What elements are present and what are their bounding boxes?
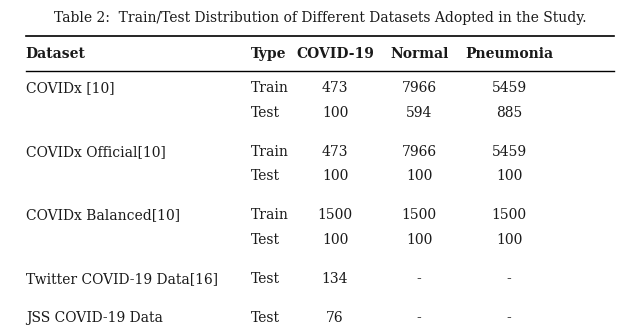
Text: -: - (417, 311, 422, 325)
Text: 594: 594 (406, 106, 432, 120)
Text: COVIDx Official[10]: COVIDx Official[10] (26, 145, 166, 159)
Text: Train: Train (251, 81, 289, 95)
Text: Test: Test (251, 106, 280, 120)
Text: 473: 473 (322, 81, 348, 95)
Text: 7966: 7966 (401, 81, 436, 95)
Text: Test: Test (251, 272, 280, 286)
Text: 5459: 5459 (492, 81, 527, 95)
Text: 7966: 7966 (401, 145, 436, 159)
Text: Table 2:  Train/Test Distribution of Different Datasets Adopted in the Study.: Table 2: Train/Test Distribution of Diff… (54, 11, 586, 25)
Text: 76: 76 (326, 311, 344, 325)
Text: 885: 885 (496, 106, 522, 120)
Text: Twitter COVID-19 Data[16]: Twitter COVID-19 Data[16] (26, 272, 218, 286)
Text: Train: Train (251, 145, 289, 159)
Text: COVID-19: COVID-19 (296, 47, 374, 61)
Text: 1500: 1500 (492, 208, 527, 222)
Text: Test: Test (251, 311, 280, 325)
Text: 100: 100 (406, 170, 432, 184)
Text: Pneumonia: Pneumonia (465, 47, 554, 61)
Text: 134: 134 (322, 272, 348, 286)
Text: 1500: 1500 (401, 208, 436, 222)
Text: -: - (507, 311, 511, 325)
Text: JSS COVID-19 Data: JSS COVID-19 Data (26, 311, 163, 325)
Text: 100: 100 (406, 233, 432, 247)
Text: 100: 100 (322, 233, 348, 247)
Text: 473: 473 (322, 145, 348, 159)
Text: 100: 100 (496, 233, 522, 247)
Text: -: - (507, 272, 511, 286)
Text: Train: Train (251, 208, 289, 222)
Text: Test: Test (251, 170, 280, 184)
Text: 5459: 5459 (492, 145, 527, 159)
Text: COVIDx Balanced[10]: COVIDx Balanced[10] (26, 208, 180, 222)
Text: COVIDx [10]: COVIDx [10] (26, 81, 115, 95)
Text: 100: 100 (322, 170, 348, 184)
Text: Dataset: Dataset (26, 47, 86, 61)
Text: 1500: 1500 (317, 208, 353, 222)
Text: -: - (417, 272, 422, 286)
Text: 100: 100 (322, 106, 348, 120)
Text: Test: Test (251, 233, 280, 247)
Text: Normal: Normal (390, 47, 448, 61)
Text: 100: 100 (496, 170, 522, 184)
Text: Type: Type (251, 47, 287, 61)
